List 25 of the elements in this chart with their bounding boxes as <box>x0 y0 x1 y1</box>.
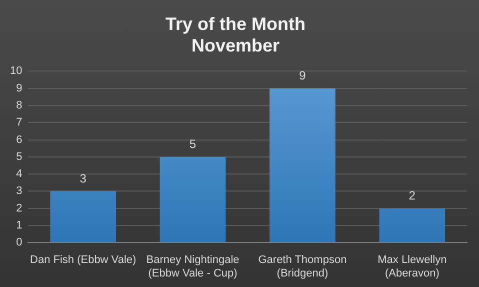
chart-title: Try of the Month <box>166 14 306 34</box>
chart-subtitle: November <box>191 35 280 56</box>
data-label: 2 <box>408 188 416 203</box>
y-tick-label: 6 <box>16 134 22 146</box>
data-label: 3 <box>80 171 87 186</box>
y-tick-label: 5 <box>16 150 22 163</box>
bar <box>379 208 446 242</box>
x-tick-label: Dan Fish (Ebbw Vale) <box>30 254 136 266</box>
bar <box>160 156 226 242</box>
data-label: 5 <box>189 137 196 152</box>
y-tick-label: 7 <box>16 116 22 129</box>
y-tick-label: 4 <box>16 168 22 180</box>
y-tick-label: 8 <box>16 100 22 112</box>
y-tick-label: 0 <box>16 236 22 249</box>
bar <box>270 88 336 242</box>
x-tick-label: Gareth Thompson (Bridgend) <box>258 254 347 280</box>
y-tick-label: 3 <box>16 185 22 198</box>
data-label: 9 <box>299 68 306 83</box>
y-tick-label: 10 <box>10 65 22 78</box>
x-tick-label: Max Llewellyn (Aberavon) <box>378 254 447 280</box>
y-tick-label: 9 <box>16 82 22 94</box>
x-tick-label: Barney Nightingale (Ebbw Vale - Cup) <box>146 254 240 280</box>
y-tick-label: 1 <box>16 219 22 232</box>
y-tick-label: 2 <box>16 202 22 214</box>
bar <box>50 191 116 242</box>
